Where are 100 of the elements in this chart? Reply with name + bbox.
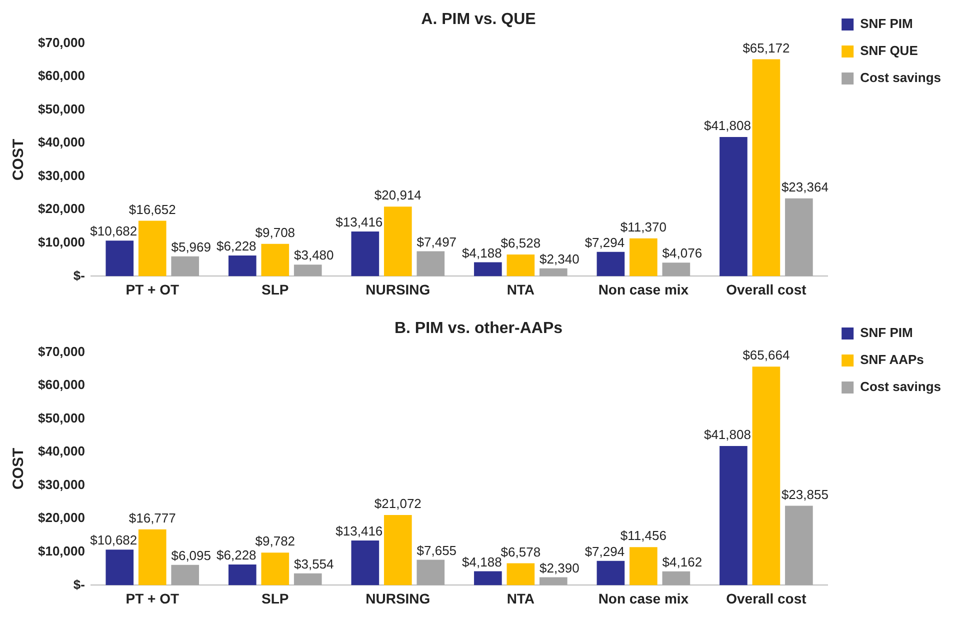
legend-label: SNF AAPs (860, 352, 924, 368)
data-label: $10,682 (90, 532, 138, 548)
data-label: $11,370 (620, 219, 666, 234)
y-tick-label: $60,000 (38, 68, 85, 84)
bar (171, 564, 200, 586)
bar (785, 506, 813, 586)
bar (752, 59, 780, 276)
bar (294, 264, 322, 276)
data-label: $4,162 (662, 554, 702, 570)
legend-label: Cost savings (860, 70, 942, 86)
y-tick-label: $50,000 (38, 410, 85, 426)
data-label: $65,172 (742, 40, 790, 56)
data-label: $41,808 (704, 118, 751, 134)
x-tick-label: PT + OT (126, 281, 180, 298)
data-label: $7,294 (584, 235, 625, 250)
y-tick-label: $20,000 (38, 201, 85, 216)
data-label: $11,456 (620, 528, 666, 544)
data-label: $2,340 (540, 251, 580, 266)
data-label: $41,808 (704, 427, 751, 442)
bar (138, 220, 166, 276)
bar (596, 560, 625, 586)
data-label: $6,578 (500, 544, 541, 560)
data-label: $21,072 (374, 496, 422, 512)
bar (106, 240, 134, 276)
bar (228, 564, 256, 586)
data-label: $7,497 (416, 234, 457, 250)
data-label: $13,416 (336, 214, 383, 230)
y-tick-label: $10,000 (38, 234, 85, 250)
x-tick-label: Non case mix (598, 281, 689, 298)
bar (228, 255, 256, 276)
bar (294, 573, 322, 586)
chart-title: A. PIM vs. QUE (421, 11, 536, 28)
data-label: $13,416 (336, 524, 383, 539)
chart-title: B. PIM vs. other-AAPs (394, 320, 563, 338)
data-label: $23,364 (781, 180, 828, 195)
data-label: $4,188 (462, 245, 502, 260)
bar (416, 251, 445, 276)
bar (785, 198, 813, 276)
y-tick-label: $40,000 (38, 444, 85, 459)
data-label: $9,708 (255, 224, 296, 240)
x-tick-label: SLP (262, 590, 289, 606)
bar (384, 515, 412, 586)
x-tick-label: Non case mix (598, 590, 689, 606)
y-axis-title: COST (10, 138, 28, 181)
data-label: $20,914 (374, 188, 422, 203)
bar (384, 206, 412, 276)
y-axis-title: COST (10, 448, 28, 490)
bar (539, 268, 568, 276)
x-tick-label: NTA (506, 590, 535, 606)
bar (138, 529, 166, 586)
data-label: $6,528 (500, 236, 541, 251)
data-label: $10,682 (90, 224, 138, 239)
data-label: $16,652 (128, 202, 176, 217)
bar (416, 560, 445, 586)
x-tick-label: NURSING (366, 281, 430, 298)
x-tick-label: Overall cost (726, 590, 807, 606)
bar (261, 552, 290, 586)
y-tick-label: $20,000 (38, 510, 85, 526)
y-tick-label: $70,000 (38, 34, 85, 50)
data-label: $7,294 (584, 544, 625, 559)
legend-label: SNF PIM (860, 325, 913, 340)
bar (630, 238, 658, 276)
bar (351, 540, 380, 586)
bar (630, 547, 658, 586)
legend-label: SNF PIM (860, 16, 913, 32)
data-label: $3,480 (294, 248, 334, 263)
bar (662, 262, 690, 276)
data-label: $65,664 (742, 348, 790, 363)
data-label: $16,777 (128, 510, 176, 526)
y-tick-label: $30,000 (38, 168, 85, 183)
y-tick-label: $40,000 (38, 134, 85, 150)
bar (720, 446, 748, 586)
bar (106, 550, 134, 586)
data-label: $5,969 (171, 239, 211, 254)
y-tick-label: $60,000 (38, 377, 85, 392)
legend-label: Cost savings (860, 379, 942, 394)
bar (474, 571, 502, 586)
data-label: $6,095 (171, 548, 211, 563)
x-tick-label: PT + OT (126, 590, 180, 606)
data-label: $2,390 (540, 560, 580, 576)
x-tick-label: SLP (262, 281, 289, 298)
legend-label: SNF QUE (860, 43, 918, 58)
bar (752, 366, 780, 586)
bar (596, 252, 625, 276)
bar (720, 137, 748, 276)
y-tick-label: $70,000 (38, 344, 85, 359)
bar (474, 262, 502, 276)
data-label: $6,228 (216, 238, 256, 254)
data-label: $4,188 (462, 554, 502, 570)
y-tick-label: $50,000 (38, 101, 85, 116)
data-label: $4,076 (662, 246, 702, 261)
bar (351, 232, 380, 276)
x-tick-label: Overall cost (726, 281, 807, 298)
bar (506, 563, 535, 586)
x-tick-label: NURSING (366, 590, 430, 606)
data-label: $9,782 (255, 534, 296, 549)
y-tick-label: $- (73, 268, 85, 283)
bar (506, 254, 535, 276)
bar (539, 577, 568, 586)
y-tick-label: $10,000 (38, 543, 85, 558)
